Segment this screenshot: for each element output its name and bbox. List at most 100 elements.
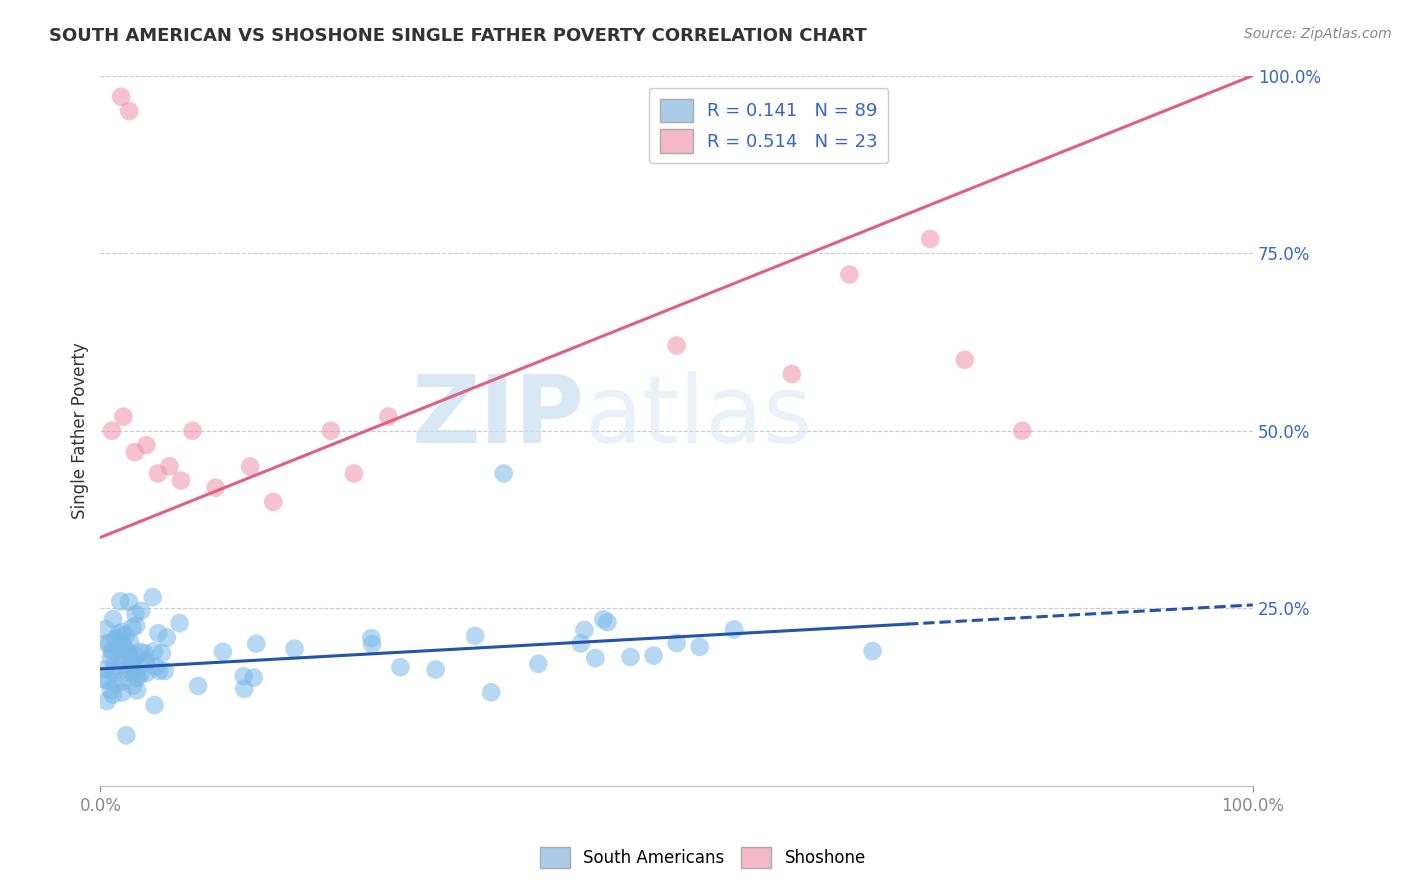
- Point: [117, 665, 139, 680]
- Point: [125, 649, 148, 664]
- Point: [583, 651, 606, 665]
- Point: [120, 657, 142, 672]
- Point: [665, 338, 688, 352]
- Y-axis label: Single Father Poverty: Single Father Poverty: [72, 343, 89, 519]
- Point: [104, 677, 127, 691]
- Point: [527, 657, 550, 671]
- Point: [118, 648, 141, 662]
- Point: [239, 459, 262, 474]
- Point: [689, 640, 711, 654]
- Point: [1011, 424, 1033, 438]
- Point: [101, 612, 124, 626]
- Point: [920, 232, 942, 246]
- Point: [862, 644, 884, 658]
- Point: [492, 467, 515, 481]
- Point: [464, 629, 486, 643]
- Legend: South Americans, Shoshone: South Americans, Shoshone: [533, 840, 873, 875]
- Point: [96, 636, 118, 650]
- Point: [361, 637, 384, 651]
- Point: [953, 352, 976, 367]
- Point: [284, 641, 307, 656]
- Point: [112, 409, 135, 424]
- Point: [377, 409, 399, 424]
- Point: [111, 624, 134, 639]
- Point: [108, 626, 131, 640]
- Point: [479, 685, 502, 699]
- Point: [343, 467, 366, 481]
- Point: [127, 683, 149, 698]
- Point: [148, 626, 170, 640]
- Point: [170, 474, 193, 488]
- Point: [122, 659, 145, 673]
- Point: [104, 632, 127, 646]
- Point: [105, 659, 128, 673]
- Point: [159, 459, 181, 474]
- Point: [838, 268, 860, 282]
- Point: [169, 616, 191, 631]
- Point: [569, 636, 592, 650]
- Text: SOUTH AMERICAN VS SHOSHONE SINGLE FATHER POVERTY CORRELATION CHART: SOUTH AMERICAN VS SHOSHONE SINGLE FATHER…: [49, 27, 868, 45]
- Point: [118, 647, 141, 661]
- Point: [723, 623, 745, 637]
- Point: [204, 481, 226, 495]
- Point: [212, 645, 235, 659]
- Point: [96, 694, 118, 708]
- Point: [127, 671, 149, 685]
- Point: [108, 642, 131, 657]
- Point: [93, 663, 115, 677]
- Point: [110, 90, 132, 104]
- Point: [153, 664, 176, 678]
- Point: [101, 688, 124, 702]
- Point: [360, 631, 382, 645]
- Point: [129, 604, 152, 618]
- Point: [110, 654, 132, 668]
- Point: [100, 683, 122, 698]
- Point: [233, 681, 256, 696]
- Point: [101, 424, 124, 438]
- Point: [619, 649, 641, 664]
- Point: [129, 667, 152, 681]
- Point: [389, 660, 412, 674]
- Point: [110, 594, 132, 608]
- Point: [187, 679, 209, 693]
- Legend: R = 0.141   N = 89, R = 0.514   N = 23: R = 0.141 N = 89, R = 0.514 N = 23: [650, 88, 889, 163]
- Point: [115, 728, 138, 742]
- Point: [110, 631, 132, 645]
- Text: Source: ZipAtlas.com: Source: ZipAtlas.com: [1244, 27, 1392, 41]
- Point: [125, 619, 148, 633]
- Point: [122, 679, 145, 693]
- Point: [665, 636, 688, 650]
- Point: [124, 445, 146, 459]
- Point: [135, 438, 157, 452]
- Point: [120, 664, 142, 678]
- Point: [96, 673, 118, 688]
- Point: [101, 643, 124, 657]
- Point: [232, 669, 254, 683]
- Point: [425, 662, 447, 676]
- Point: [181, 424, 204, 438]
- Point: [150, 646, 173, 660]
- Point: [111, 674, 134, 689]
- Point: [262, 495, 284, 509]
- Point: [643, 648, 665, 663]
- Text: atlas: atlas: [585, 370, 813, 463]
- Point: [115, 642, 138, 657]
- Point: [780, 367, 803, 381]
- Point: [145, 659, 167, 673]
- Point: [120, 658, 142, 673]
- Point: [111, 638, 134, 652]
- Point: [124, 607, 146, 621]
- Point: [148, 664, 170, 678]
- Point: [100, 650, 122, 665]
- Point: [146, 467, 169, 481]
- Point: [135, 665, 157, 680]
- Point: [125, 666, 148, 681]
- Point: [101, 646, 124, 660]
- Point: [111, 685, 134, 699]
- Point: [103, 665, 125, 680]
- Point: [245, 637, 267, 651]
- Point: [242, 671, 264, 685]
- Point: [114, 628, 136, 642]
- Point: [134, 656, 156, 670]
- Point: [143, 698, 166, 712]
